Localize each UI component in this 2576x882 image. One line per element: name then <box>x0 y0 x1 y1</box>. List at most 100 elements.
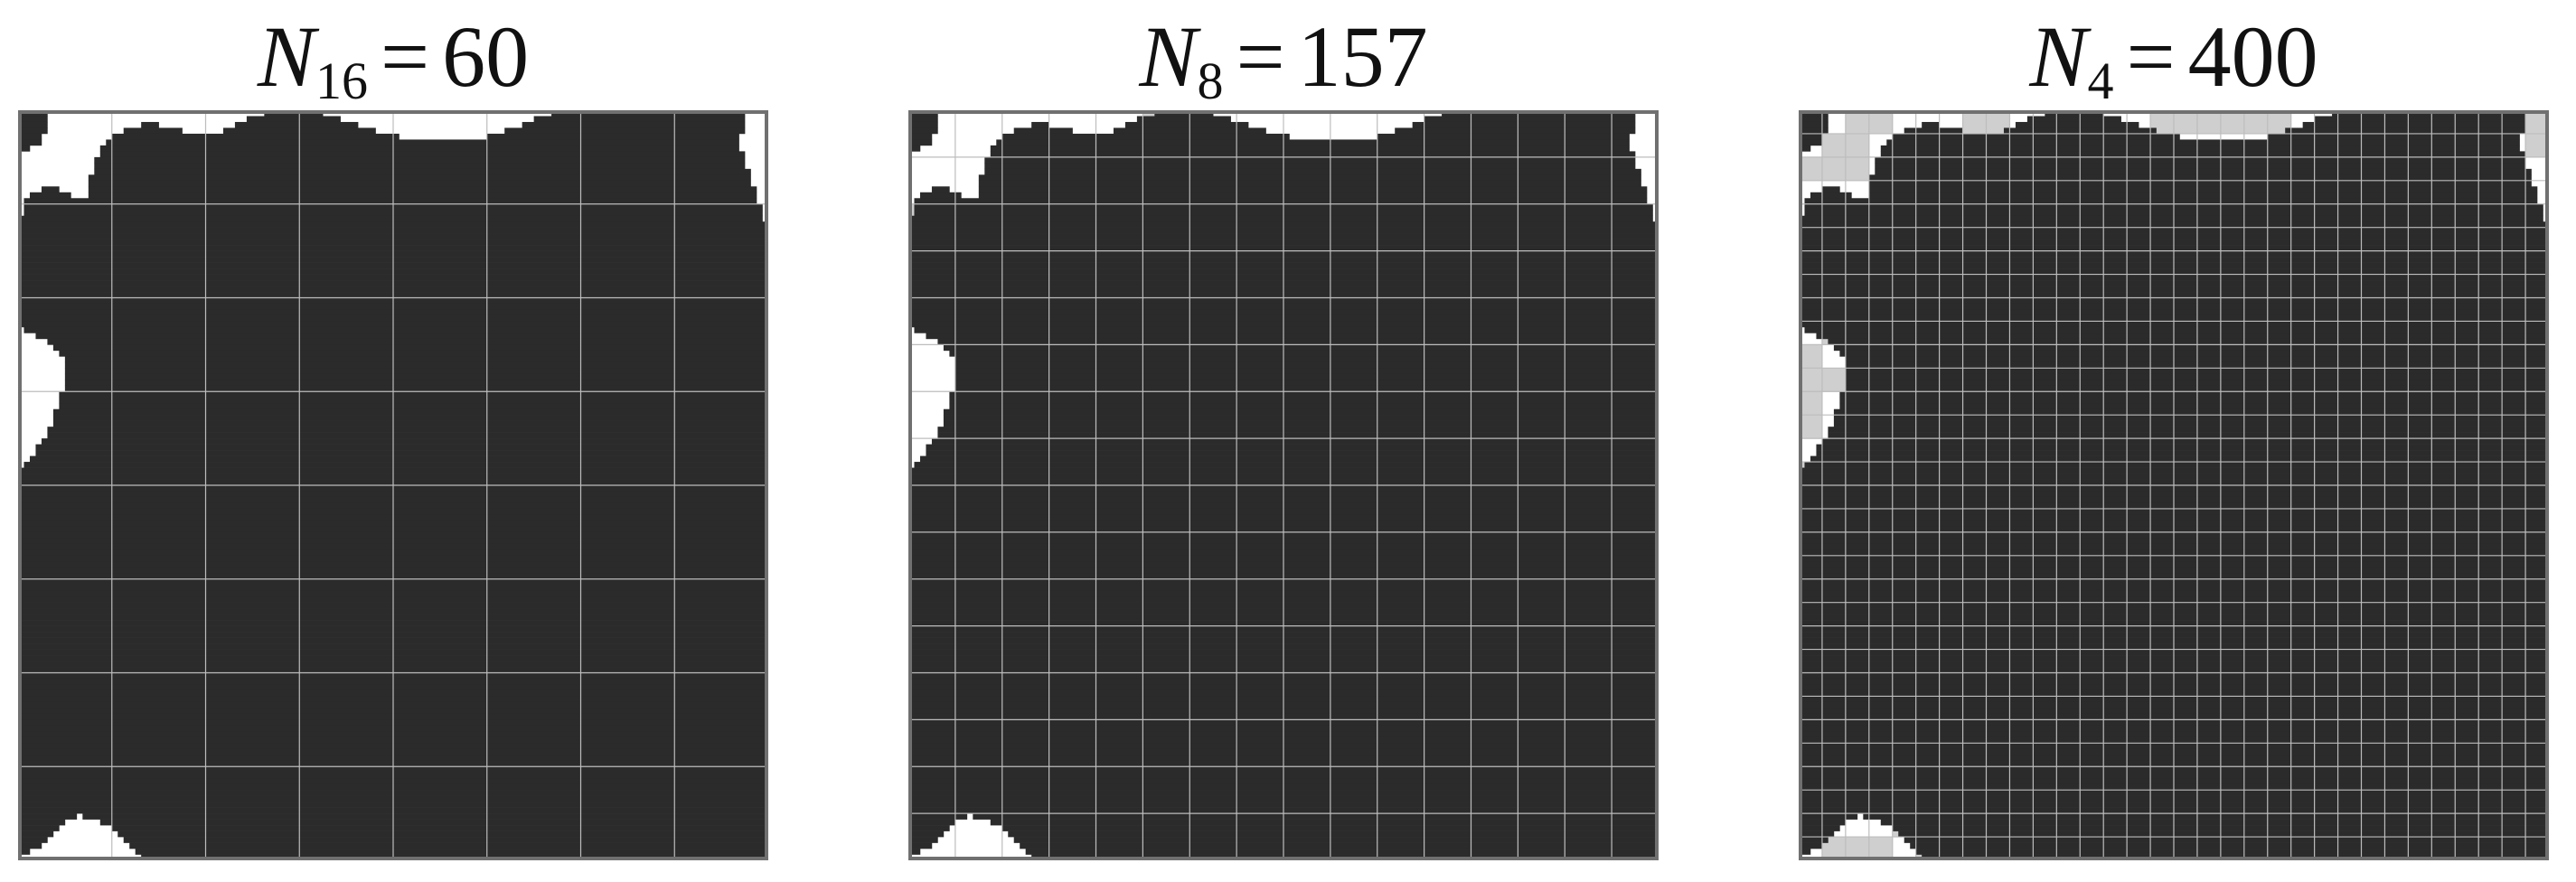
dark-phase-cell <box>908 127 938 134</box>
dark-phase-cell <box>914 327 1659 333</box>
mesh-grid <box>18 110 768 860</box>
dark-phase-cell <box>112 134 400 140</box>
dark-phase-cell <box>534 116 746 122</box>
dark-phase-cell <box>1395 127 1635 134</box>
title-value: 400 <box>2188 8 2318 105</box>
dark-phase-cell <box>47 339 768 345</box>
dark-phase-cell <box>955 374 1659 380</box>
dark-phase-cell <box>949 351 1659 357</box>
dark-phase-cell <box>1413 122 1636 128</box>
dark-phase-cell <box>949 403 1659 409</box>
title-subscript: 8 <box>1197 52 1223 110</box>
dark-phase-cell <box>1377 134 1630 140</box>
dark-phase-cell <box>1816 333 2549 339</box>
panel-n8: N8 = 157 <box>908 0 1659 882</box>
dark-phase-cell <box>949 398 1659 404</box>
dark-phase-cell <box>65 380 768 386</box>
dark-phase-cell <box>100 820 768 826</box>
dark-phase-cell <box>1014 127 1073 134</box>
dark-phase-cell <box>94 163 745 169</box>
dark-phase-cell <box>53 409 768 416</box>
dark-phase-cell <box>944 415 1659 421</box>
dark-phase-cell <box>18 122 48 128</box>
dark-phase-cell <box>1904 127 1963 134</box>
title-operator: = <box>2126 8 2175 105</box>
dark-phase-cell <box>59 398 768 404</box>
dark-phase-cell <box>944 421 1659 427</box>
dark-phase-cell <box>920 456 1659 463</box>
dark-phase-cell <box>136 849 768 855</box>
dark-phase-cell <box>24 198 757 204</box>
dark-phase-cell <box>65 374 768 380</box>
dark-phase-cell <box>955 380 1659 386</box>
dark-phase-cell <box>1898 831 2549 838</box>
dark-phase-cell <box>59 351 768 357</box>
dark-phase-cell <box>30 192 71 199</box>
dark-phase-cell <box>984 163 1635 169</box>
dark-phase-cell <box>979 186 1648 192</box>
dark-phase-cell <box>1881 145 2520 152</box>
dark-phase-cell <box>18 116 48 122</box>
dark-phase-cell <box>112 825 768 831</box>
coarse-block <box>1822 134 1846 157</box>
dark-phase-cell <box>1875 169 2532 175</box>
dark-phase-cell <box>89 186 757 192</box>
dark-phase-cell <box>1828 433 2549 439</box>
dark-phase-cell <box>1822 186 1840 192</box>
dark-phase-cell <box>949 391 1659 398</box>
dark-phase-cell <box>487 134 739 140</box>
dark-phase-cell <box>1799 837 1829 843</box>
dark-phase-cell <box>2303 122 2526 128</box>
dark-phase-cell <box>1125 122 1248 128</box>
dark-phase-cell <box>42 186 60 192</box>
dark-phase-cell <box>932 438 1659 445</box>
dark-phase-cell <box>1834 409 2549 416</box>
dark-phase-cell <box>35 450 768 456</box>
dark-phase-cell <box>937 433 1659 439</box>
dark-phase-cell <box>65 368 768 374</box>
dark-phase-cell <box>1424 116 1636 122</box>
dark-phase-cell <box>2027 116 2121 122</box>
dark-phase-cell <box>1922 122 1940 128</box>
dark-phase-cell <box>124 127 183 134</box>
dark-phase-cell <box>908 820 955 826</box>
dark-phase-cell <box>1799 122 1829 128</box>
dark-phase-cell <box>1875 157 2525 164</box>
dark-phase-cell <box>59 391 768 398</box>
title-symbol: N <box>1139 8 1197 105</box>
dark-phase-cell <box>1839 398 2549 404</box>
dark-phase-cell <box>2016 122 2139 128</box>
dark-phase-cell <box>937 427 1659 433</box>
dark-phase-cell <box>1799 127 1829 134</box>
dark-phase-cell <box>926 450 1659 456</box>
dark-phase-cell <box>24 462 768 468</box>
dark-phase-cell <box>1869 192 2538 199</box>
dark-phase-cell <box>65 356 768 362</box>
title-value: 157 <box>1298 8 1428 105</box>
dark-phase-cell <box>18 837 48 843</box>
dark-phase-cell <box>914 198 1647 204</box>
dark-phase-cell <box>979 174 1641 181</box>
dark-phase-cell <box>1875 163 2525 169</box>
dark-phase-cell <box>94 157 745 164</box>
mesh-grid <box>1799 110 2549 860</box>
dark-phase-cell <box>82 813 768 820</box>
dark-phase-cell <box>937 339 1659 345</box>
dark-phase-cell <box>504 127 745 134</box>
dark-phase-cell <box>235 122 358 128</box>
dark-phase-cell <box>24 327 768 333</box>
dark-phase-cell <box>1816 450 2549 456</box>
dark-phase-cell <box>908 116 938 122</box>
dark-phase-cell <box>926 445 1659 451</box>
dark-phase-cell <box>1869 186 2538 192</box>
title-value: 60 <box>442 8 529 105</box>
dark-phase-cell <box>1137 116 1231 122</box>
panel-n4: N4 = 400 <box>1799 0 2549 882</box>
dark-phase-cell <box>1893 134 2180 140</box>
dark-phase-cell <box>914 462 1659 468</box>
dark-phase-cell <box>955 368 1659 374</box>
dark-phase-cell <box>89 174 751 181</box>
dark-phase-cell <box>932 186 950 192</box>
dark-phase-cell <box>522 122 746 128</box>
coarse-block <box>1846 134 1869 157</box>
